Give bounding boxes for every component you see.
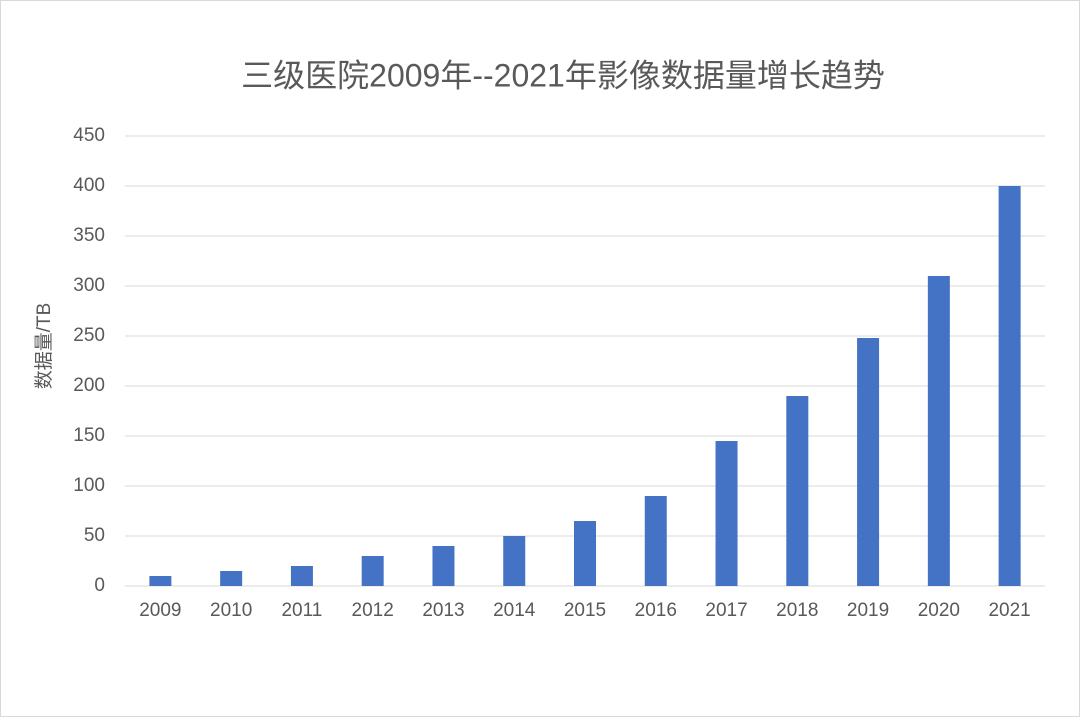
bar <box>503 536 526 586</box>
bar <box>149 576 172 586</box>
bar <box>220 571 243 586</box>
bar <box>927 276 950 586</box>
y-tick-label: 0 <box>94 575 105 596</box>
x-tick-label: 2009 <box>139 600 181 621</box>
bar <box>432 546 455 586</box>
x-tick-label: 2021 <box>988 600 1030 621</box>
bar <box>290 566 313 586</box>
x-tick-label: 2011 <box>281 600 322 621</box>
y-tick-label: 50 <box>84 525 105 546</box>
x-tick-label: 2019 <box>847 600 889 621</box>
y-tick-label: 400 <box>73 175 105 196</box>
chart-title: 三级医院2009年--2021年影像数据量增长趋势 <box>241 57 885 93</box>
x-tick-label: 2017 <box>705 600 747 621</box>
x-tick-label: 2018 <box>776 600 818 621</box>
bar <box>644 496 667 586</box>
bar <box>998 186 1021 586</box>
x-tick-label: 2020 <box>918 600 960 621</box>
bar <box>574 521 596 586</box>
x-tick-label: 2010 <box>210 600 252 621</box>
y-axis-label: 数据量/TB <box>33 303 55 390</box>
y-tick-label: 100 <box>73 475 105 496</box>
x-tick-label: 2016 <box>635 600 677 621</box>
y-tick-label: 450 <box>73 125 105 146</box>
bar <box>715 441 738 586</box>
y-tick-label: 150 <box>73 425 105 446</box>
bar <box>786 396 809 586</box>
y-tick-label: 350 <box>73 225 105 246</box>
x-tick-label: 2012 <box>352 600 394 621</box>
y-tick-label: 250 <box>73 325 105 346</box>
bar <box>361 556 384 586</box>
x-tick-label: 2013 <box>422 600 464 621</box>
x-tick-label: 2014 <box>493 600 536 621</box>
y-tick-label: 200 <box>73 375 105 396</box>
x-tick-label: 2015 <box>564 600 606 621</box>
bar <box>857 338 880 586</box>
y-tick-label: 300 <box>73 275 105 296</box>
